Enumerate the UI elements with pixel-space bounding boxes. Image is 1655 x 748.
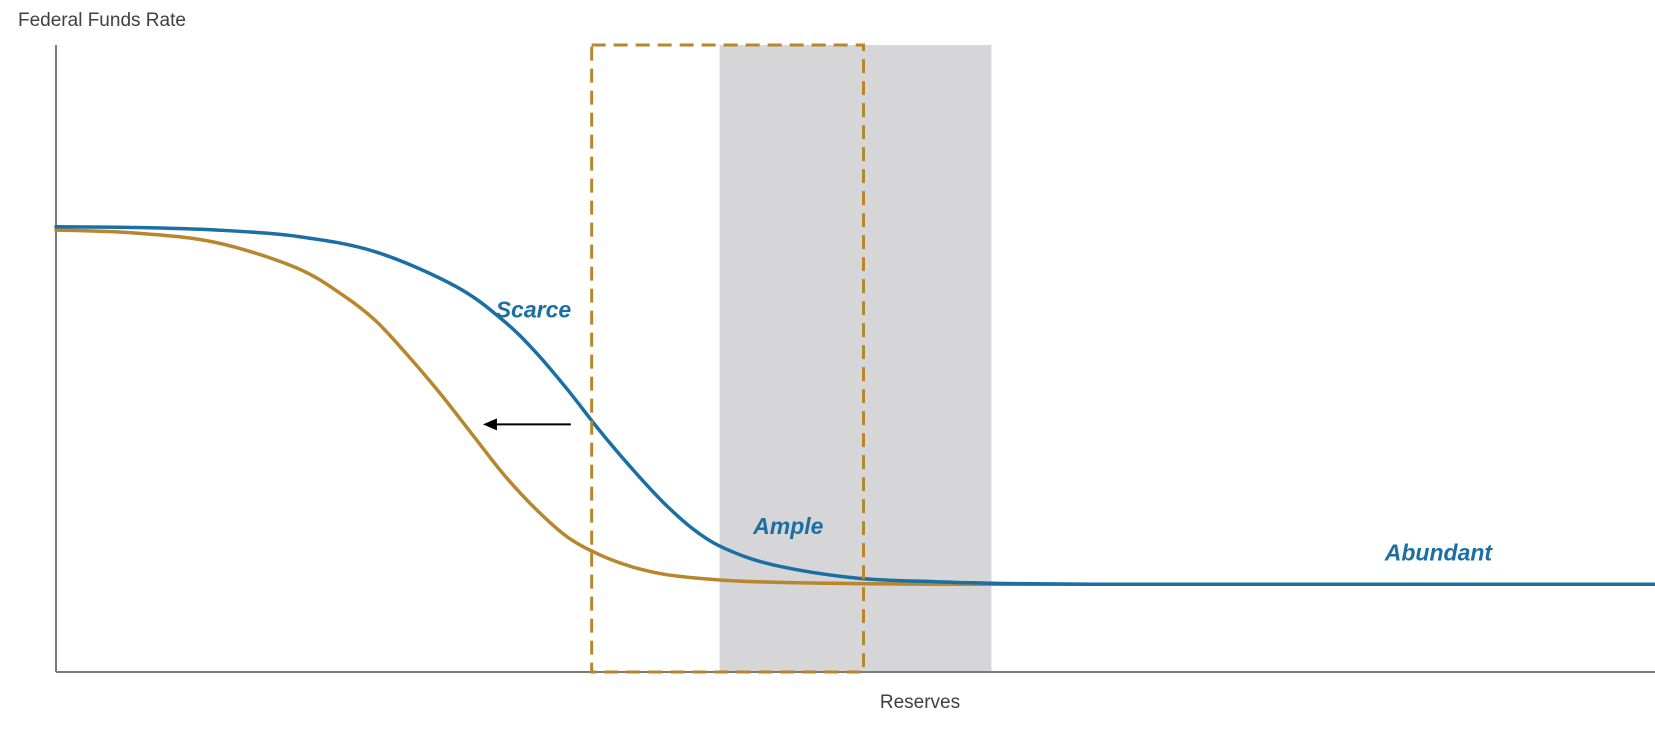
shift-arrow-head xyxy=(482,418,497,431)
y-axis-title: Federal Funds Rate xyxy=(18,10,186,31)
regime-label-scarce: Scarce xyxy=(496,297,572,323)
series-line-blue xyxy=(54,225,1655,586)
lines-layer xyxy=(54,225,1655,586)
regime-label-ample: Ample xyxy=(752,513,824,539)
regime-label-abundant: Abundant xyxy=(1384,539,1494,565)
x-axis-title: Reserves xyxy=(880,692,960,713)
annotations-layer: Scarce Ample Abundant xyxy=(496,297,1494,566)
region-layer xyxy=(719,45,992,672)
arrow-layer xyxy=(482,418,571,431)
ample-shaded-region xyxy=(719,45,992,672)
dashed-box xyxy=(590,43,865,674)
box-layer xyxy=(590,43,865,674)
